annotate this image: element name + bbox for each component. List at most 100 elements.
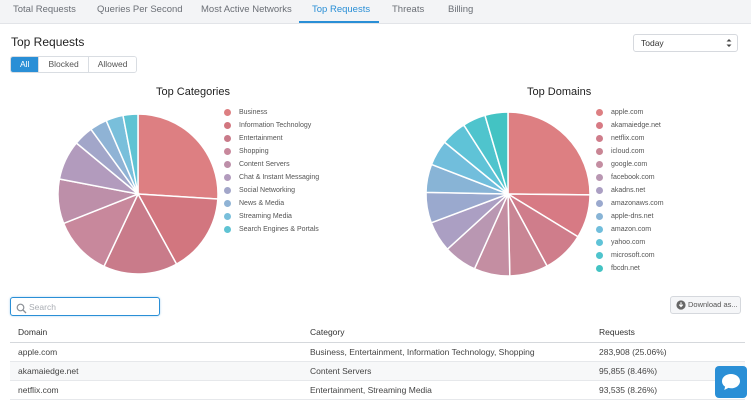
legend-swatch [596,226,603,233]
legend-item-business[interactable]: Business [224,106,319,119]
legend-item-amazonaws-com[interactable]: amazonaws.com [596,197,664,210]
search-input[interactable] [29,299,155,314]
legend-label: microsoft.com [611,252,655,259]
legend-label: Shopping [239,148,269,155]
pie-slice-apple-com[interactable] [507,111,591,196]
pie-slice-search-engines-portals[interactable] [122,113,139,195]
legend-label: Streaming Media [239,213,292,220]
legend-item-yahoo-com[interactable]: yahoo.com [596,236,664,249]
domain-cell: apple.com [18,347,58,357]
date-range-select[interactable]: Today [633,34,738,52]
legend-swatch [596,135,603,142]
filter-all-button[interactable]: All [11,57,39,72]
top-categories-pie-chart [57,113,219,275]
legend-swatch [224,213,231,220]
legend-item-social-networking[interactable]: Social Networking [224,184,319,197]
legend-label: Search Engines & Portals [239,226,319,233]
legend-item-amazon-com[interactable]: amazon.com [596,223,664,236]
column-header-requests[interactable]: Requests [599,327,635,337]
legend-item-apple-dns-net[interactable]: apple-dns.net [596,210,664,223]
tab-total-requests[interactable]: Total Requests [13,4,76,15]
top-domains-pie-chart [425,111,591,277]
chat-icon [721,373,741,396]
legend-item-shopping[interactable]: Shopping [224,145,319,158]
legend-item-akamaiedge-net[interactable]: akamaiedge.net [596,119,664,132]
legend-item-apple-com[interactable]: apple.com [596,106,664,119]
legend-swatch [596,161,603,168]
pie-slice-business[interactable] [137,113,219,200]
chat-button[interactable] [715,366,747,398]
legend-label: amazon.com [611,226,652,233]
tab-most-active-networks[interactable]: Most Active Networks [201,4,292,15]
legend-label: google.com [611,161,648,168]
column-header-category[interactable]: Category [310,327,345,337]
requests-cell: 283,908 (25.06%) [599,347,667,357]
legend-item-google-com[interactable]: google.com [596,158,664,171]
legend-swatch [596,213,603,220]
category-cell: Business, Entertainment, Information Tec… [310,347,535,357]
legend-label: netflix.com [611,135,645,142]
legend-item-akadns-net[interactable]: akadns.net [596,184,664,197]
download-label: Download as... [688,300,738,309]
tab-threats[interactable]: Threats [392,4,425,15]
legend-swatch [596,122,603,129]
legend-label: fbcdn.net [611,265,640,272]
legend-label: Information Technology [239,122,312,129]
legend-label: amazonaws.com [611,200,664,207]
filter-blocked-button[interactable]: Blocked [38,57,88,72]
legend-swatch [596,109,603,116]
legend-label: Entertainment [239,135,283,142]
category-cell: Entertainment, Streaming Media [310,385,432,395]
legend-label: Business [239,109,268,116]
legend-label: akadns.net [611,187,646,194]
legend-item-chat-instant-messaging[interactable]: Chat & Instant Messaging [224,171,319,184]
legend-label: Social Networking [239,187,296,194]
legend-swatch [596,239,603,246]
legend-item-icloud-com[interactable]: icloud.com [596,145,664,158]
column-header-domain[interactable]: Domain [18,327,48,337]
legend-item-fbcdn-net[interactable]: fbcdn.net [596,262,664,275]
table-row[interactable]: apple.com Business, Entertainment, Infor… [10,343,745,362]
legend-label: Chat & Instant Messaging [239,174,320,181]
top-domains-legend: apple.com akamaiedge.net netflix.com icloud… [596,106,664,275]
legend-item-entertainment[interactable]: Entertainment [224,132,319,145]
top-domains-title: Top Domains [527,86,592,98]
pie-slice-information-technology[interactable] [136,193,219,266]
legend-swatch [224,187,231,194]
filter-allowed-button[interactable]: Allowed [87,57,137,72]
active-tab-indicator [299,21,379,23]
table-row[interactable]: netflix.com Entertainment, Streaming Med… [10,381,745,400]
tab-billing[interactable]: Billing [448,4,474,15]
legend-label: icloud.com [611,148,645,155]
pie-slice-shopping[interactable] [62,192,140,268]
top-categories-legend: Business Information Technology Entertainm… [224,106,319,236]
legend-swatch [224,200,231,207]
legend-item-search-engines-portals[interactable]: Search Engines & Portals [224,223,319,236]
tab-queries-per-second[interactable]: Queries Per Second [97,4,183,15]
requests-cell: 95,855 (8.46%) [599,366,658,376]
legend-label: Content Servers [239,161,290,168]
legend-swatch [224,135,231,142]
legend-item-microsoft-com[interactable]: microsoft.com [596,249,664,262]
legend-item-content-servers[interactable]: Content Servers [224,158,319,171]
top-tab-bar: Total Requests Queries Per Second Most A… [0,0,751,24]
legend-swatch [596,174,603,181]
legend-label: yahoo.com [611,239,646,246]
legend-item-netflix-com[interactable]: netflix.com [596,132,664,145]
select-caret-icon [726,35,732,58]
legend-item-information-technology[interactable]: Information Technology [224,119,319,132]
table-row[interactable]: akamaiedge.net Content Servers 95,855 (8… [10,362,745,381]
legend-item-facebook-com[interactable]: facebook.com [596,171,664,184]
tab-top-requests[interactable]: Top Requests [312,4,371,15]
legend-swatch [224,226,231,233]
pie-slice-entertainment[interactable] [102,192,178,275]
requests-table: Domain Category Requests apple.com Busin… [10,323,745,400]
download-icon [676,300,686,316]
search-icon [16,301,27,319]
pie-slice-fbcdn-net[interactable] [484,111,509,195]
legend-swatch [224,109,231,116]
download-button[interactable]: Download as... [670,296,741,314]
search-box [10,297,160,316]
legend-item-streaming-media[interactable]: Streaming Media [224,210,319,223]
legend-item-news-media[interactable]: News & Media [224,197,319,210]
